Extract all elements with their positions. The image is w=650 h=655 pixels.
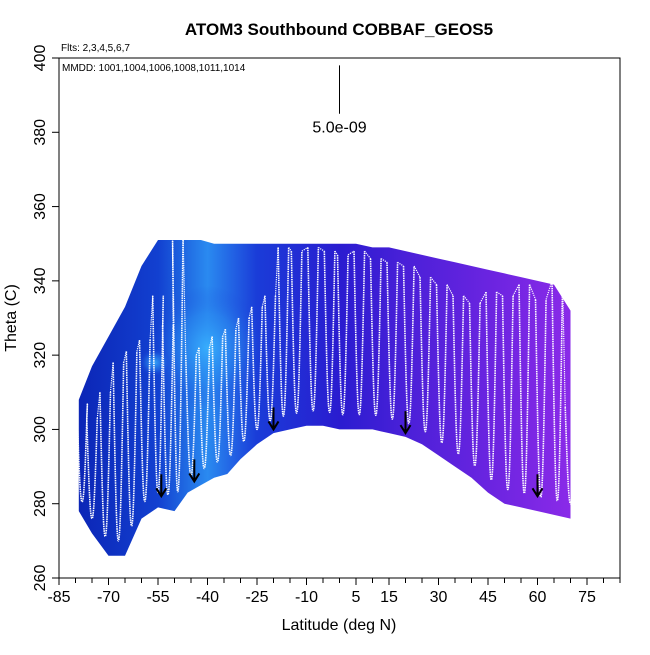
x-tick-label: -40 [196,589,219,606]
flights-note: Flts: 2,3,4,5,6,7 [61,43,130,54]
tropopause-arrowhead [155,487,168,499]
flight-level-leg [301,246,309,252]
flight-level-leg [529,284,537,300]
y-tick-label: 360 [32,193,49,220]
y-axis-label: Theta (C) [3,284,20,352]
tropopause-arrowhead [267,420,280,432]
curtain-hotspot [149,285,266,410]
x-tick-label: 15 [380,589,398,606]
flight-profile [353,251,366,416]
flight-profile [264,295,277,422]
flight-level-leg [248,306,253,319]
flight-profile [323,251,336,414]
flight-profile [224,329,237,457]
flight-profile [198,347,211,470]
flight-level-leg [235,317,240,330]
x-axis: -85 -70 -55 -40 -25 -10 5 15 30 45 60 75 [47,578,621,606]
flight-profile [307,247,320,412]
flight-profile [161,325,174,496]
flight-profile [564,407,577,505]
x-tick-label: 60 [529,589,547,606]
flight-profile [369,258,382,417]
y-tick-label: 380 [32,119,49,146]
y-tick-label: 320 [32,342,49,369]
flight-level-leg [364,250,371,259]
flight-level-leg [430,276,437,285]
x-tick-label: -10 [295,589,318,606]
flight-level-leg [347,250,355,256]
curtain-field [78,240,571,556]
flight-profile [211,336,224,463]
y-tick-label: 400 [32,45,49,72]
flight-profile [138,340,151,503]
flight-level-leg [136,340,141,352]
flight-level-leg [545,280,553,300]
flight-profile [85,418,99,520]
flight-level-leg [318,246,325,252]
scale-layer: 5.0e-09 [312,65,367,137]
flight-profile [386,262,399,420]
flight-level-leg [261,295,266,307]
flight-profile [551,280,564,502]
x-tick-label: 30 [430,589,448,606]
tropopause-arrowhead [531,487,544,499]
y-tick-label: 280 [32,490,49,517]
flight-level-leg [162,295,164,326]
flight-level-leg [149,295,154,341]
y-tick-label: 340 [32,267,49,294]
flight-level-leg [208,336,213,348]
x-tick-label: 75 [578,589,596,606]
profile-layer [76,236,577,542]
x-tick-label: -85 [47,589,70,606]
y-tick-label: 300 [32,416,49,443]
x-tick-label: 45 [479,589,497,606]
tropopause-arrowhead [188,472,201,484]
flight-level-leg [86,403,88,419]
flight-profile [402,265,415,425]
flight-profile [151,295,165,494]
flight-level-leg [496,291,503,297]
flight-level-leg [380,258,388,263]
flight-level-leg [288,247,292,252]
flight-profile [250,306,264,431]
tropopause-arrowhead [399,424,412,436]
flight-profile [534,299,547,498]
flight-profile [290,251,303,414]
flight-profile [171,236,184,493]
x-tick-label: 5 [352,589,361,606]
arrow-layer [155,407,544,499]
x-axis-label: Latitude (deg N) [282,617,397,634]
flight-level-leg [123,351,127,363]
x-tick-label: -55 [146,589,169,606]
chart-title: ATOM3 Southbound COBBAF_GEOS5 [185,20,493,39]
dates-note: MMDD: 1001,1004,1006,1008,1011,1014 [62,63,246,74]
flight-profile [112,362,125,542]
y-tick-label: 260 [32,565,49,592]
flight-level-leg [182,236,187,356]
flight-level-leg [397,261,404,267]
flight-level-leg [463,295,470,304]
x-tick-label: -70 [97,589,120,606]
flight-profile [125,351,138,527]
flight-profile [237,317,250,443]
x-tick-label: -25 [245,589,268,606]
flight-profile [76,403,89,503]
flight-profile [419,277,432,433]
flight-profile [485,291,498,481]
flight-level-leg [334,250,339,256]
flight-profile [501,295,514,491]
flight-profile [277,247,290,417]
field-layer [78,240,571,556]
y-axis: 260 280 300 320 340 360 380 400 [32,45,59,592]
scale-label: 5.0e-09 [312,120,366,137]
flight-profile [336,254,349,416]
